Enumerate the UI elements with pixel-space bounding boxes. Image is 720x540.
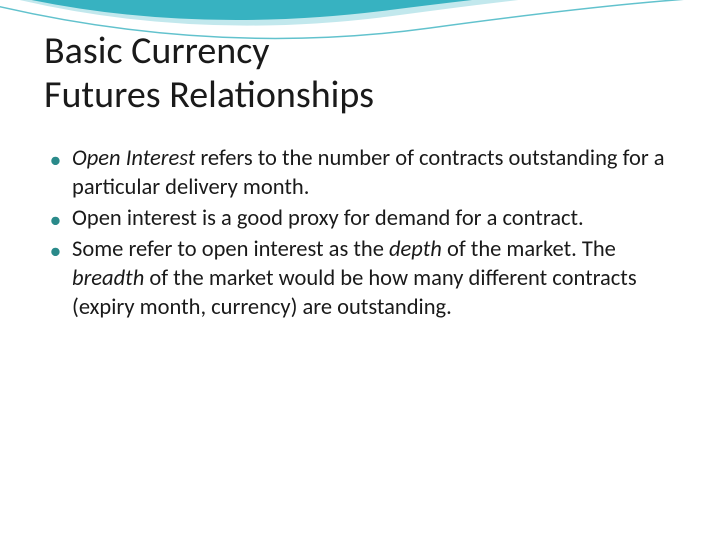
bullet-text: Open interest is a good proxy for demand…	[72, 205, 676, 234]
bullet-item: ●Some refer to open interest as the dept…	[50, 236, 676, 322]
slide-title: Basic Currency Futures Relationships	[44, 30, 676, 117]
bullet-text: Some refer to open interest as the depth…	[72, 236, 676, 322]
bullet-marker-icon: ●	[50, 145, 72, 174]
bullet-marker-icon: ●	[50, 236, 72, 265]
title-line-1: Basic Currency	[44, 28, 269, 74]
text-segment: Open interest is a good proxy for demand…	[72, 205, 584, 232]
text-segment: of the market. The	[442, 236, 616, 263]
bullet-marker-icon: ●	[50, 205, 72, 234]
bullet-item: ●Open interest is a good proxy for deman…	[50, 205, 676, 234]
text-segment: of the market would be how many differen…	[72, 265, 637, 321]
slide: Basic Currency Futures Relationships ●Op…	[0, 0, 720, 540]
text-segment: depth	[389, 236, 442, 263]
bullet-text: Open Interest refers to the number of co…	[72, 145, 676, 203]
title-line-2: Futures Relationships	[44, 72, 374, 118]
text-segment: breadth	[72, 265, 144, 292]
text-segment: Open Interest	[72, 145, 195, 172]
text-segment: Some refer to open interest as the	[72, 236, 389, 263]
bullet-item: ●Open Interest refers to the number of c…	[50, 145, 676, 203]
slide-content: ●Open Interest refers to the number of c…	[44, 145, 676, 322]
